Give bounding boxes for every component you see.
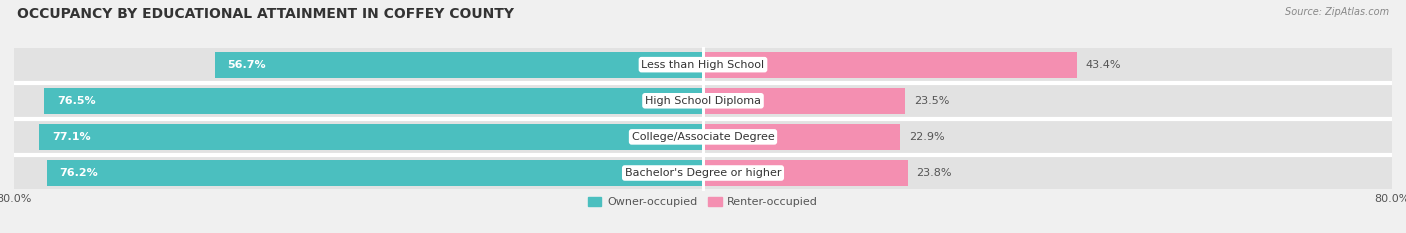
Text: 23.5%: 23.5% — [914, 96, 949, 106]
Text: 43.4%: 43.4% — [1085, 60, 1121, 70]
Text: 77.1%: 77.1% — [52, 132, 90, 142]
Bar — [14, 85, 703, 117]
Bar — [703, 157, 1392, 189]
Text: 76.5%: 76.5% — [58, 96, 96, 106]
Bar — [14, 121, 703, 153]
Text: 76.2%: 76.2% — [59, 168, 98, 178]
Bar — [14, 157, 703, 189]
Bar — [703, 85, 1392, 117]
Bar — [39, 124, 703, 150]
Bar — [703, 121, 1392, 153]
Bar — [703, 52, 1077, 78]
Text: 22.9%: 22.9% — [908, 132, 945, 142]
Bar — [703, 124, 900, 150]
Text: College/Associate Degree: College/Associate Degree — [631, 132, 775, 142]
Bar — [215, 52, 703, 78]
Text: Bachelor's Degree or higher: Bachelor's Degree or higher — [624, 168, 782, 178]
Bar — [46, 160, 703, 186]
Text: OCCUPANCY BY EDUCATIONAL ATTAINMENT IN COFFEY COUNTY: OCCUPANCY BY EDUCATIONAL ATTAINMENT IN C… — [17, 7, 513, 21]
Text: Less than High School: Less than High School — [641, 60, 765, 70]
Text: High School Diploma: High School Diploma — [645, 96, 761, 106]
Bar — [44, 88, 703, 114]
Legend: Owner-occupied, Renter-occupied: Owner-occupied, Renter-occupied — [583, 192, 823, 212]
Bar — [703, 48, 1392, 81]
Text: 23.8%: 23.8% — [917, 168, 952, 178]
Bar — [703, 88, 905, 114]
Bar — [14, 48, 703, 81]
Text: 56.7%: 56.7% — [228, 60, 266, 70]
Text: Source: ZipAtlas.com: Source: ZipAtlas.com — [1285, 7, 1389, 17]
Bar — [703, 160, 908, 186]
